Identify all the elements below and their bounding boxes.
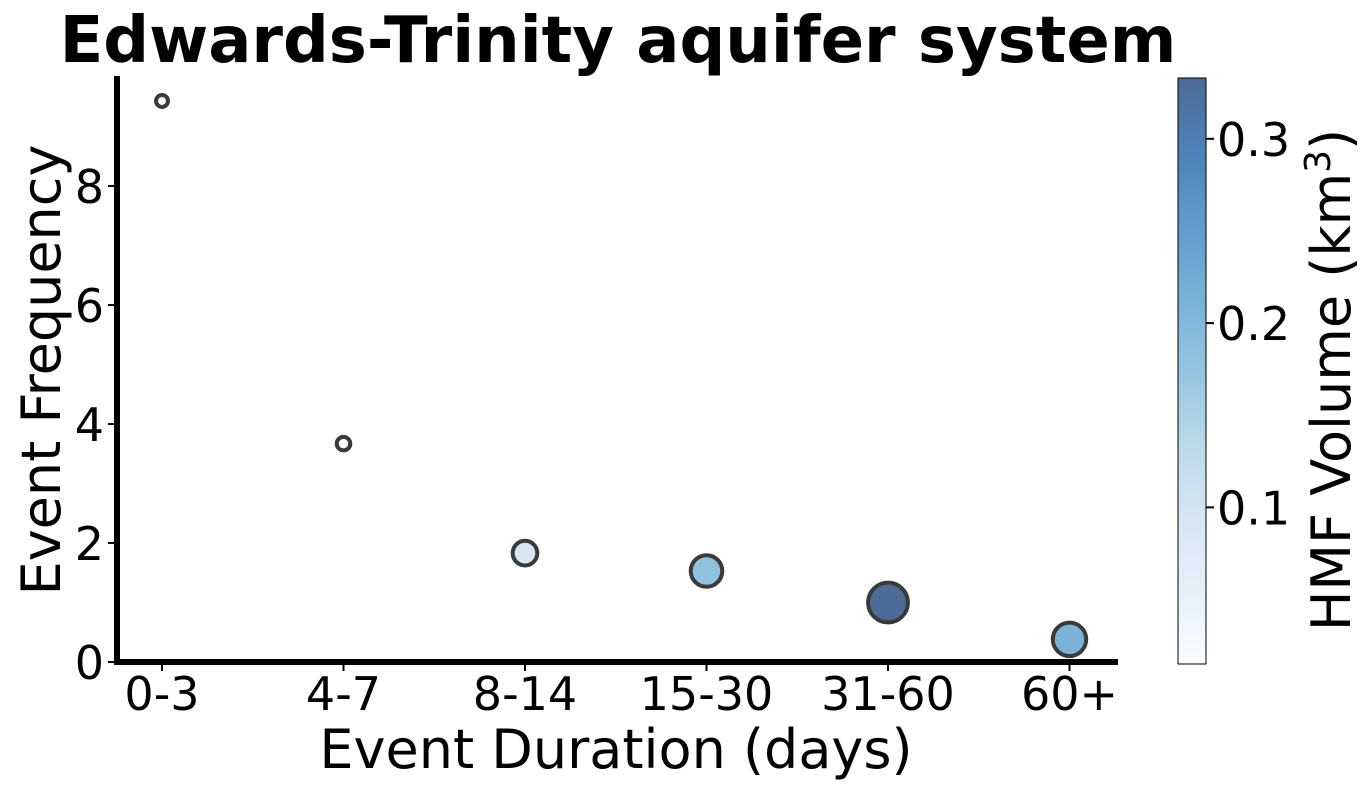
x-ticks: 0-3 4-7 8-14 15-30 31-60 60+: [124, 662, 1118, 721]
x-tick-label: 4-7: [306, 667, 381, 721]
colorbar-label: HMF Volume (km3): [1298, 129, 1363, 631]
markers: [154, 93, 1089, 659]
colorbar-tick-label: 0.1: [1217, 481, 1290, 535]
colorbar-gradient: [1178, 78, 1206, 664]
colorbar-tick-label: 0.2: [1217, 297, 1290, 351]
colorbar-ticks: 0.1 0.2 0.3: [1206, 113, 1290, 535]
x-axis-label: Event Duration (days): [319, 718, 912, 781]
x-tick-label: 15-30: [640, 667, 774, 721]
y-axis-label: Event Frequency: [10, 145, 73, 596]
y-tick-label: 0: [75, 636, 104, 690]
data-point-4-7: [334, 434, 353, 453]
data-point-15-30: [688, 553, 725, 589]
data-point-31-60: [866, 580, 910, 625]
colorbar-tick-label: 0.3: [1217, 113, 1290, 167]
y-ticks: 0 2 4 6 8: [75, 160, 117, 690]
y-tick-label: 2: [75, 517, 104, 571]
data-point-60+: [1050, 620, 1089, 659]
x-tick-label: 60+: [1021, 667, 1118, 721]
x-tick-label: 31-60: [821, 667, 955, 721]
y-tick-label: 6: [75, 279, 104, 333]
plot-area: 0 2 4 6 8 0-3 4-7 8-14 15-30 31-60 60+: [75, 76, 1118, 721]
data-point-8-14: [510, 538, 540, 568]
y-tick-label: 8: [75, 160, 104, 214]
chart-title: Edwards-Trinity aquifer system: [60, 4, 1177, 78]
x-tick-label: 8-14: [473, 667, 577, 721]
x-tick-label: 0-3: [124, 667, 199, 721]
colorbar: 0.1 0.2 0.3 HMF Volume (km3): [1177, 77, 1363, 665]
y-tick-label: 4: [75, 398, 104, 452]
colorbar-frame: [1177, 77, 1207, 665]
data-point-0-3: [154, 93, 170, 109]
